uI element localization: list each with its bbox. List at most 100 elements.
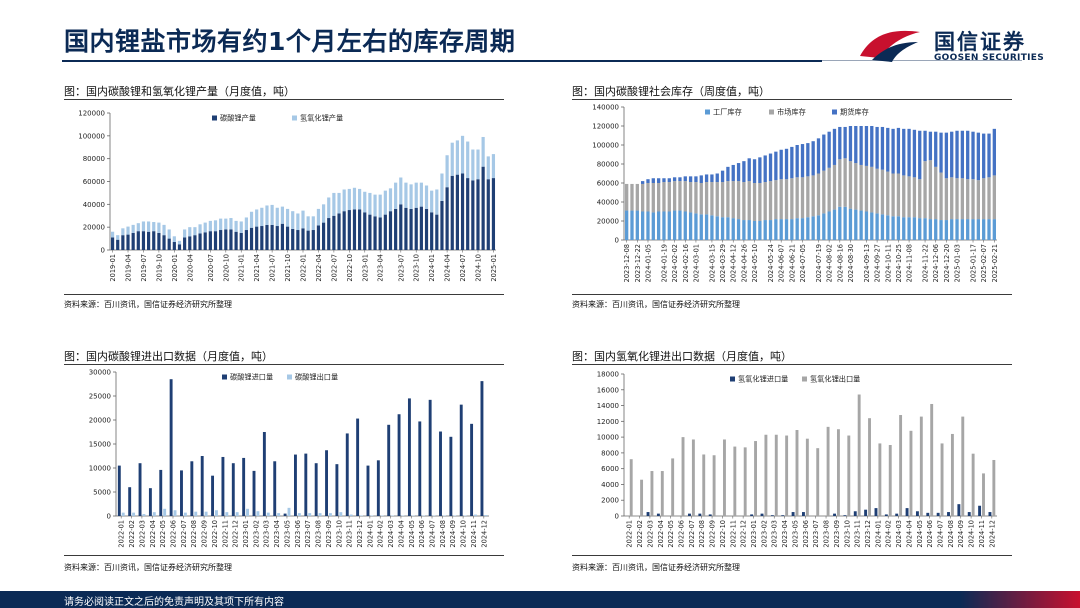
bar-1 (918, 218, 922, 240)
bar-2 (950, 433, 954, 516)
x-tick-label: 2023-09 (833, 520, 841, 548)
bar-3 (923, 130, 927, 162)
bar-3 (854, 126, 858, 164)
bar-1 (838, 206, 842, 240)
bar-1 (211, 475, 215, 516)
bar-2 (899, 415, 903, 516)
bar-3 (955, 130, 959, 179)
x-tick-label: 2024-10-25 (895, 244, 903, 282)
bar-1 (667, 211, 671, 240)
bar-1 (480, 381, 484, 516)
bar-2 (358, 188, 362, 210)
bar-1 (167, 238, 171, 250)
bar-1 (397, 414, 401, 516)
bar-3 (795, 145, 799, 178)
bar-1 (774, 219, 778, 240)
bar-2 (656, 183, 661, 212)
x-tick-label: 2023-01 (242, 520, 250, 548)
x-tick-label: 2024-09 (957, 520, 965, 548)
x-tick-label: 2024-02 (885, 520, 893, 548)
bar-1 (332, 215, 336, 250)
y-tick-label: 40000 (597, 199, 619, 207)
bar-3 (731, 164, 735, 182)
y-tick-label: 0 (107, 513, 111, 521)
bar-2 (790, 178, 794, 220)
bar-2 (896, 173, 901, 217)
bar-1 (672, 210, 677, 240)
bar-2 (868, 418, 871, 516)
bar-2 (260, 207, 264, 227)
bar-1 (455, 174, 459, 250)
bar-3 (880, 126, 885, 170)
x-tick-label: 2024-06-21 (788, 244, 796, 282)
bar-1 (296, 230, 300, 250)
y-tick-label: 10000 (89, 465, 111, 473)
x-tick-label: 2023-01 (750, 520, 758, 548)
bar-1 (157, 232, 161, 250)
bar-1 (912, 217, 917, 240)
x-tick-label: 2022-07 (688, 520, 696, 548)
bar-2 (287, 507, 291, 516)
bar-3 (918, 130, 922, 180)
bar-2 (660, 471, 664, 516)
legend-label: 氢氧化锂进口量 (738, 375, 788, 384)
bar-1 (152, 231, 156, 250)
x-tick-label: 2023-04 (273, 520, 281, 548)
brand-logo-icon (860, 30, 920, 62)
x-tick-label: 2024-08-30 (847, 244, 855, 282)
bar-2 (816, 448, 820, 516)
bar-2 (246, 508, 250, 516)
bar-2 (699, 183, 703, 215)
bar-1 (853, 511, 857, 516)
bar-1 (827, 211, 831, 240)
bar-1 (470, 423, 474, 516)
bar-2 (235, 512, 239, 516)
x-tick-label: 2023-04 (377, 254, 385, 282)
bar-3 (859, 126, 863, 165)
bar-1 (399, 204, 403, 250)
bar-1 (224, 229, 228, 250)
bar-2 (688, 182, 693, 213)
bar-3 (806, 143, 810, 177)
x-tick-label: 2024-07 (459, 254, 467, 282)
bar-1 (219, 230, 223, 250)
bar-1 (683, 211, 687, 240)
x-tick-label: 2024-03 (387, 520, 395, 548)
x-tick-label: 2024-05 (916, 520, 924, 548)
x-tick-label: 2019-07 (140, 254, 148, 282)
bar-1 (802, 512, 805, 516)
bar-2 (198, 224, 202, 234)
y-tick-label: 100000 (592, 142, 619, 150)
bar-1 (763, 220, 767, 240)
bar-1 (699, 214, 703, 240)
bar-2 (349, 514, 353, 516)
legend-label: 期货库存 (840, 108, 869, 117)
legend-label: 市场库存 (777, 108, 806, 117)
bar-2 (683, 181, 687, 212)
bar-2 (445, 155, 449, 188)
bar-1 (944, 220, 949, 240)
bar-3 (992, 128, 996, 176)
x-tick-label: 2024-03-29 (719, 244, 727, 282)
bar-1 (811, 216, 815, 240)
bar-2 (270, 204, 274, 225)
bar-1 (378, 217, 382, 250)
x-tick-label: 2024-06-07 (778, 244, 786, 282)
x-tick-label: 2023-11 (854, 520, 862, 548)
bar-3 (678, 177, 682, 182)
bar-3 (832, 128, 837, 165)
bar-2 (635, 183, 639, 211)
bar-1 (177, 244, 182, 250)
bar-2 (162, 224, 166, 236)
bar-1 (356, 418, 360, 516)
bar-2 (646, 183, 650, 212)
x-tick-label: 2023-05 (791, 520, 799, 548)
bar-1 (976, 219, 981, 240)
bar-2 (966, 179, 970, 220)
bar-1 (806, 217, 810, 240)
x-tick-label: 2024-12-20 (943, 244, 951, 282)
bar-1 (832, 209, 837, 240)
bar-2 (414, 182, 418, 208)
x-tick-label: 2025-02-07 (980, 244, 988, 282)
bar-3 (950, 131, 954, 178)
